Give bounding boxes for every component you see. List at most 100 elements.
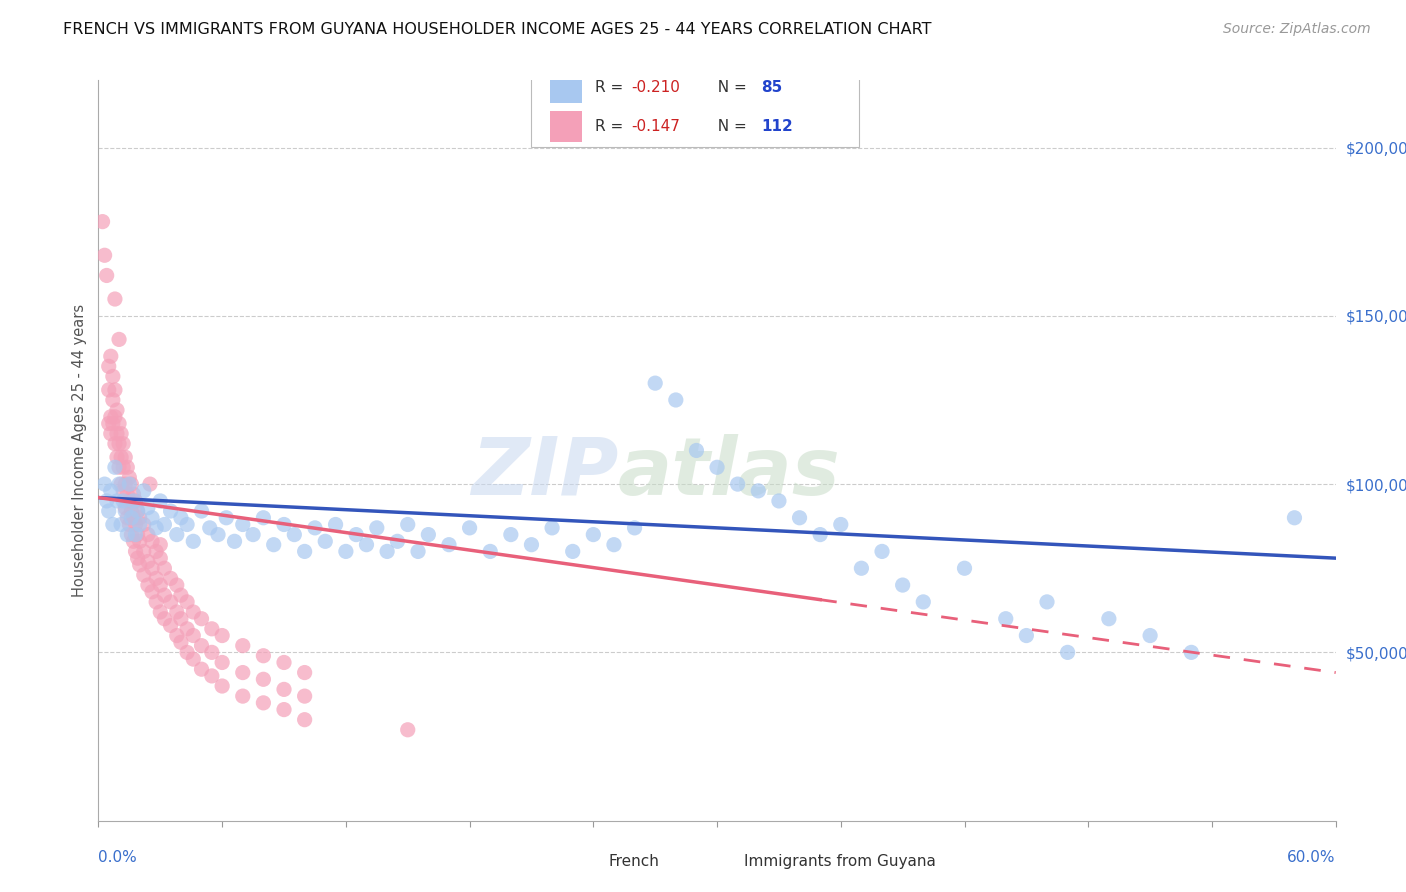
Point xyxy=(104,436,127,450)
Point xyxy=(117,487,139,501)
Point xyxy=(190,612,212,626)
Point xyxy=(108,417,131,431)
Point xyxy=(706,460,728,475)
Point xyxy=(122,487,145,501)
Text: R =: R = xyxy=(595,79,627,95)
Point xyxy=(141,584,163,599)
Text: ZIP: ZIP xyxy=(471,434,619,512)
Y-axis label: Householder Income Ages 25 - 44 years: Householder Income Ages 25 - 44 years xyxy=(72,304,87,597)
Point xyxy=(159,571,181,585)
Text: 60.0%: 60.0% xyxy=(1288,850,1336,865)
Point xyxy=(141,561,163,575)
Text: Immigrants from Guyana: Immigrants from Guyana xyxy=(744,854,936,869)
Point xyxy=(108,333,131,347)
Point xyxy=(211,628,233,642)
Point xyxy=(1180,645,1202,659)
Point xyxy=(232,517,254,532)
Point xyxy=(808,527,831,541)
Point xyxy=(727,477,749,491)
Point xyxy=(1036,595,1059,609)
Point xyxy=(114,450,136,465)
Point xyxy=(91,214,114,228)
Point xyxy=(145,544,167,558)
Point xyxy=(181,652,204,666)
Point xyxy=(136,578,159,592)
Point xyxy=(851,561,873,575)
Point xyxy=(366,521,388,535)
Point xyxy=(1056,645,1078,659)
Point xyxy=(170,588,193,602)
Point xyxy=(418,527,440,541)
Point xyxy=(273,656,295,670)
Point xyxy=(108,436,131,450)
Point xyxy=(458,521,481,535)
Point xyxy=(325,517,347,532)
Point xyxy=(215,510,238,524)
Point xyxy=(117,527,139,541)
Point xyxy=(100,483,122,498)
Point xyxy=(141,510,163,524)
Point xyxy=(232,689,254,703)
Point xyxy=(304,521,326,535)
Point xyxy=(181,534,204,549)
Point xyxy=(108,477,131,491)
Point xyxy=(252,510,274,524)
Point xyxy=(953,561,976,575)
Point xyxy=(176,622,198,636)
Point xyxy=(603,538,626,552)
Point xyxy=(396,723,419,737)
Point xyxy=(105,450,128,465)
Point xyxy=(139,477,162,491)
Point xyxy=(190,639,212,653)
Point xyxy=(1098,612,1121,626)
Point xyxy=(120,527,142,541)
Point xyxy=(153,561,176,575)
Point xyxy=(145,571,167,585)
Point xyxy=(437,538,460,552)
Point xyxy=(117,510,139,524)
Point xyxy=(232,639,254,653)
Point xyxy=(198,521,221,535)
Point xyxy=(110,477,132,491)
Point xyxy=(190,504,212,518)
Point xyxy=(273,703,295,717)
Point xyxy=(114,504,136,518)
Point xyxy=(273,682,295,697)
Point xyxy=(665,392,688,407)
Point xyxy=(242,527,264,541)
Point xyxy=(101,369,124,384)
Point xyxy=(768,494,790,508)
Point xyxy=(120,510,142,524)
Point xyxy=(994,612,1017,626)
Point xyxy=(252,673,274,687)
Point xyxy=(170,510,193,524)
Text: 85: 85 xyxy=(762,79,783,95)
Point xyxy=(127,504,149,518)
Point xyxy=(149,551,172,566)
Point xyxy=(101,392,124,407)
Point xyxy=(201,645,224,659)
Text: -0.210: -0.210 xyxy=(631,79,681,95)
Point xyxy=(117,460,139,475)
Point xyxy=(201,622,224,636)
Point xyxy=(114,477,136,491)
Point xyxy=(136,527,159,541)
Point xyxy=(101,517,124,532)
Point xyxy=(335,544,357,558)
Point xyxy=(396,517,419,532)
Point xyxy=(104,409,127,424)
Point xyxy=(127,551,149,566)
Point xyxy=(122,534,145,549)
Point xyxy=(127,504,149,518)
Point xyxy=(118,477,141,491)
Point xyxy=(211,679,233,693)
Point xyxy=(375,544,398,558)
Point xyxy=(112,494,135,508)
Point xyxy=(141,534,163,549)
Point xyxy=(132,544,155,558)
Point xyxy=(153,612,176,626)
FancyBboxPatch shape xyxy=(531,62,859,147)
Point xyxy=(136,554,159,569)
Point xyxy=(747,483,769,498)
Point xyxy=(176,645,198,659)
